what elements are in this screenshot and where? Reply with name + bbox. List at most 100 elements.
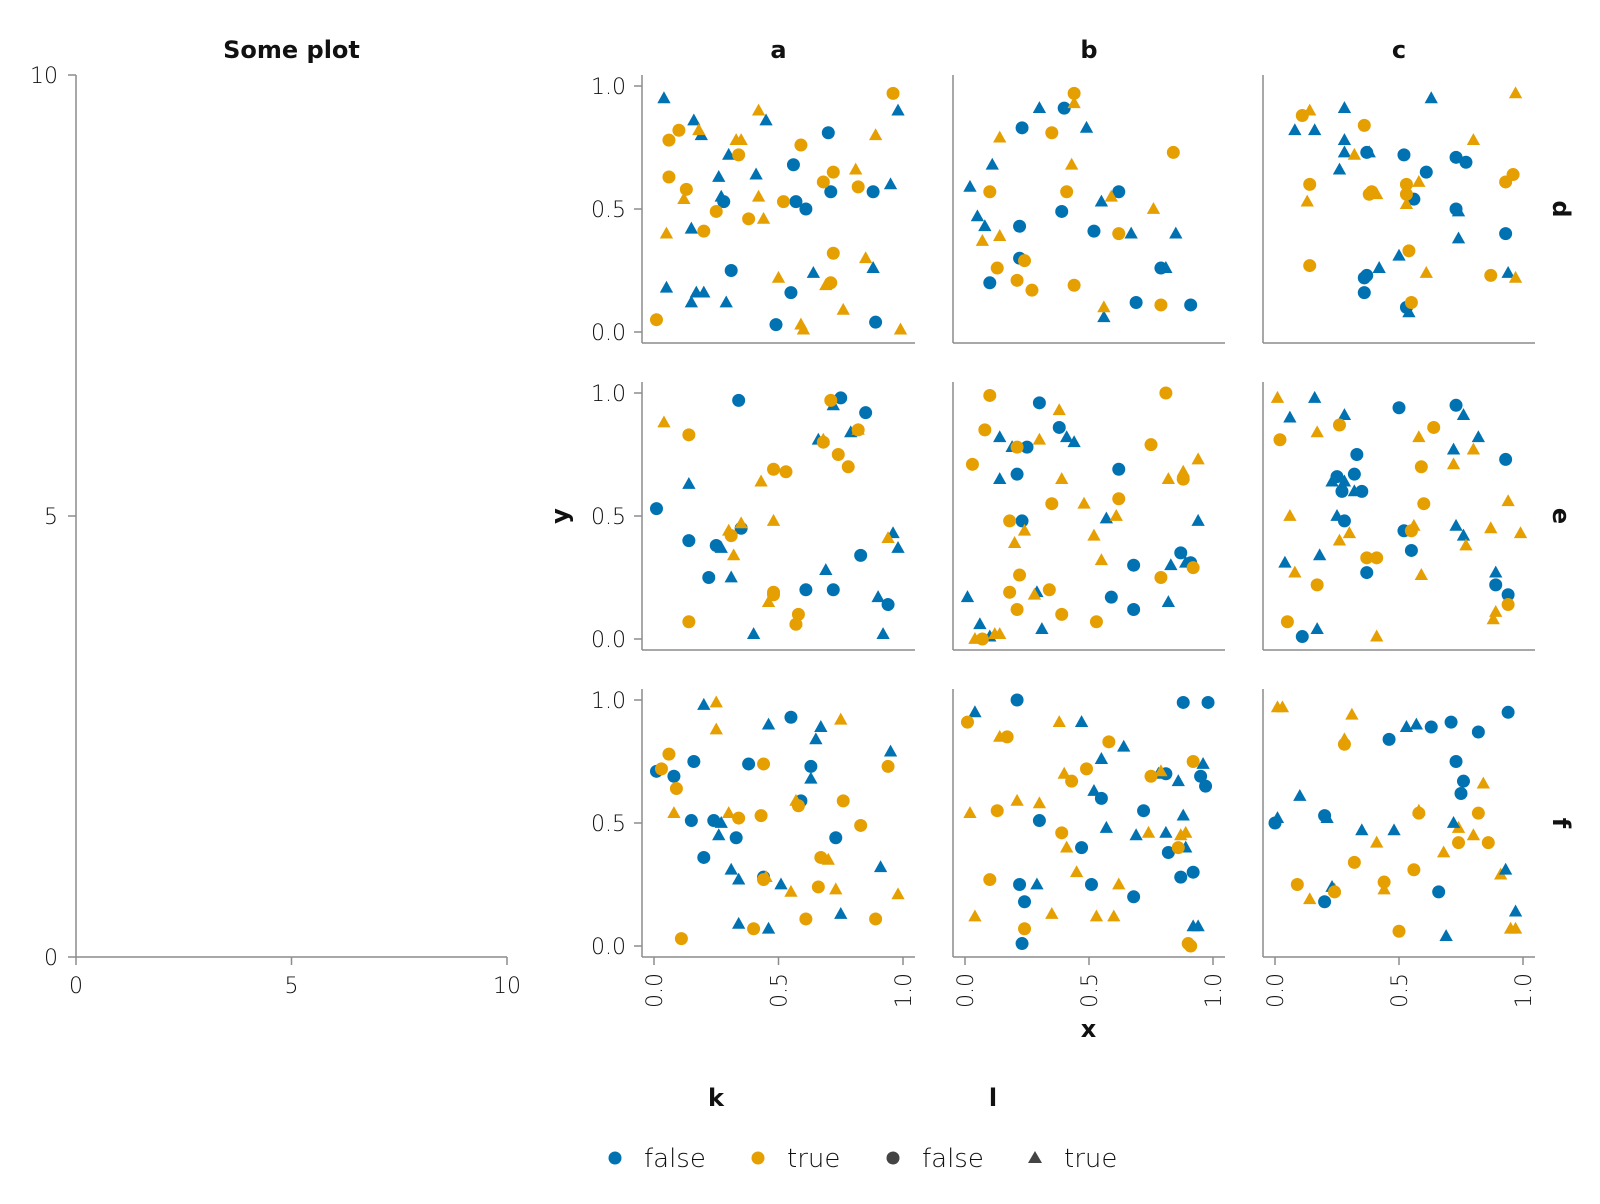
data-point-circle xyxy=(881,598,895,612)
data-point-circle xyxy=(662,747,676,761)
data-point-triangle xyxy=(1079,120,1094,133)
data-point-circle xyxy=(1154,261,1168,275)
data-point-triangle xyxy=(1032,796,1047,809)
data-point-triangle xyxy=(963,179,977,192)
data-point-circle xyxy=(1424,720,1438,734)
data-point-circle xyxy=(717,195,731,209)
data-point-circle xyxy=(724,264,738,277)
data-point-circle xyxy=(1501,598,1515,612)
data-point-triangle xyxy=(970,209,985,222)
data-point-circle xyxy=(1350,448,1364,461)
data-point-triangle xyxy=(1154,764,1168,777)
data-point-circle xyxy=(1471,725,1485,739)
facet-y-tick-label: 0.5 xyxy=(591,198,626,223)
data-point-triangle xyxy=(1045,907,1059,919)
data-point-circle xyxy=(1137,804,1151,818)
data-point-triangle xyxy=(1077,496,1091,509)
data-point-circle xyxy=(1018,254,1032,268)
data-point-circle xyxy=(1337,737,1351,751)
data-point-circle xyxy=(742,212,756,226)
data-point-circle xyxy=(1357,118,1371,132)
data-point-circle xyxy=(1080,762,1094,776)
data-point-triangle xyxy=(712,170,726,182)
data-point-circle xyxy=(1186,561,1200,575)
data-point-circle xyxy=(732,811,746,825)
data-point-circle xyxy=(1201,695,1215,709)
data-point-triangle xyxy=(1017,523,1032,536)
data-point-triangle xyxy=(1074,715,1089,728)
data-point-circle xyxy=(1419,165,1433,179)
data-point-triangle xyxy=(734,133,748,146)
data-point-circle xyxy=(1449,150,1463,164)
data-point-circle xyxy=(1501,588,1515,602)
data-point-triangle xyxy=(829,882,843,895)
facet-x-tick-label: 0.5 xyxy=(768,973,793,1008)
data-point-triangle xyxy=(1424,91,1438,104)
data-point-triangle xyxy=(1146,202,1161,214)
data-point-circle xyxy=(1171,841,1185,855)
facet-x-tick-label: 0.0 xyxy=(954,973,979,1008)
data-point-circle xyxy=(1129,295,1143,309)
data-point-circle xyxy=(1094,791,1108,805)
facet-row-label: e xyxy=(1547,508,1575,524)
data-point-triangle xyxy=(1466,442,1481,455)
data-point-circle xyxy=(1268,816,1282,830)
data-point-circle xyxy=(1067,86,1081,100)
data-point-circle xyxy=(1335,484,1349,498)
data-point-triangle xyxy=(1032,101,1047,114)
data-point-triangle xyxy=(756,211,771,224)
data-point-circle xyxy=(1176,472,1190,486)
data-point-triangle xyxy=(709,722,723,735)
data-point-circle xyxy=(983,873,997,887)
facet-column-label: c xyxy=(1392,36,1406,64)
data-point-circle xyxy=(682,534,696,548)
data-point-circle xyxy=(1481,836,1495,850)
data-point-triangle xyxy=(732,872,746,885)
data-point-triangle xyxy=(1508,86,1523,99)
data-point-triangle xyxy=(719,295,733,308)
data-point-circle xyxy=(1459,155,1473,169)
data-point-circle xyxy=(836,794,850,808)
data-point-circle xyxy=(1194,769,1208,783)
data-point-triangle xyxy=(1293,788,1307,801)
data-point-circle xyxy=(757,873,771,887)
data-point-circle xyxy=(1449,398,1463,412)
data-point-circle xyxy=(757,757,771,771)
data-point-circle xyxy=(1399,177,1413,191)
data-point-triangle xyxy=(1191,919,1205,932)
data-point-circle xyxy=(682,428,696,442)
data-point-triangle xyxy=(1300,194,1314,207)
data-point-triangle xyxy=(1370,835,1384,848)
data-point-triangle xyxy=(1308,390,1322,403)
data-point-circle xyxy=(1060,185,1074,199)
data-point-circle xyxy=(859,406,873,420)
data-point-circle xyxy=(1112,492,1126,506)
data-point-circle xyxy=(1484,268,1498,282)
data-point-triangle xyxy=(1456,408,1471,421)
data-point-triangle xyxy=(1171,774,1185,787)
data-point-triangle xyxy=(1094,194,1109,207)
facet-y-tick-label: 1.0 xyxy=(591,75,626,100)
data-point-triangle xyxy=(659,226,674,239)
data-point-circle xyxy=(1174,870,1188,884)
facet-x-tick-label: 0.5 xyxy=(1388,973,1413,1008)
data-point-circle xyxy=(1399,187,1413,201)
data-point-triangle xyxy=(1342,526,1357,539)
data-point-circle xyxy=(1144,769,1158,783)
data-point-circle xyxy=(816,175,830,189)
data-point-circle xyxy=(983,388,997,402)
data-point-circle xyxy=(826,246,840,260)
data-point-triangle xyxy=(1312,548,1327,561)
data-point-circle xyxy=(707,814,721,828)
data-point-circle xyxy=(990,261,1004,275)
data-point-circle xyxy=(1452,836,1466,850)
data-point-circle xyxy=(732,148,746,162)
data-point-triangle xyxy=(891,103,905,116)
data-point-triangle xyxy=(687,113,701,126)
data-point-circle xyxy=(1392,401,1406,415)
data-point-circle xyxy=(697,224,711,238)
data-point-triangle xyxy=(814,720,828,732)
data-point-circle xyxy=(1295,109,1309,123)
data-point-triangle xyxy=(657,91,671,104)
data-point-triangle xyxy=(975,233,990,246)
